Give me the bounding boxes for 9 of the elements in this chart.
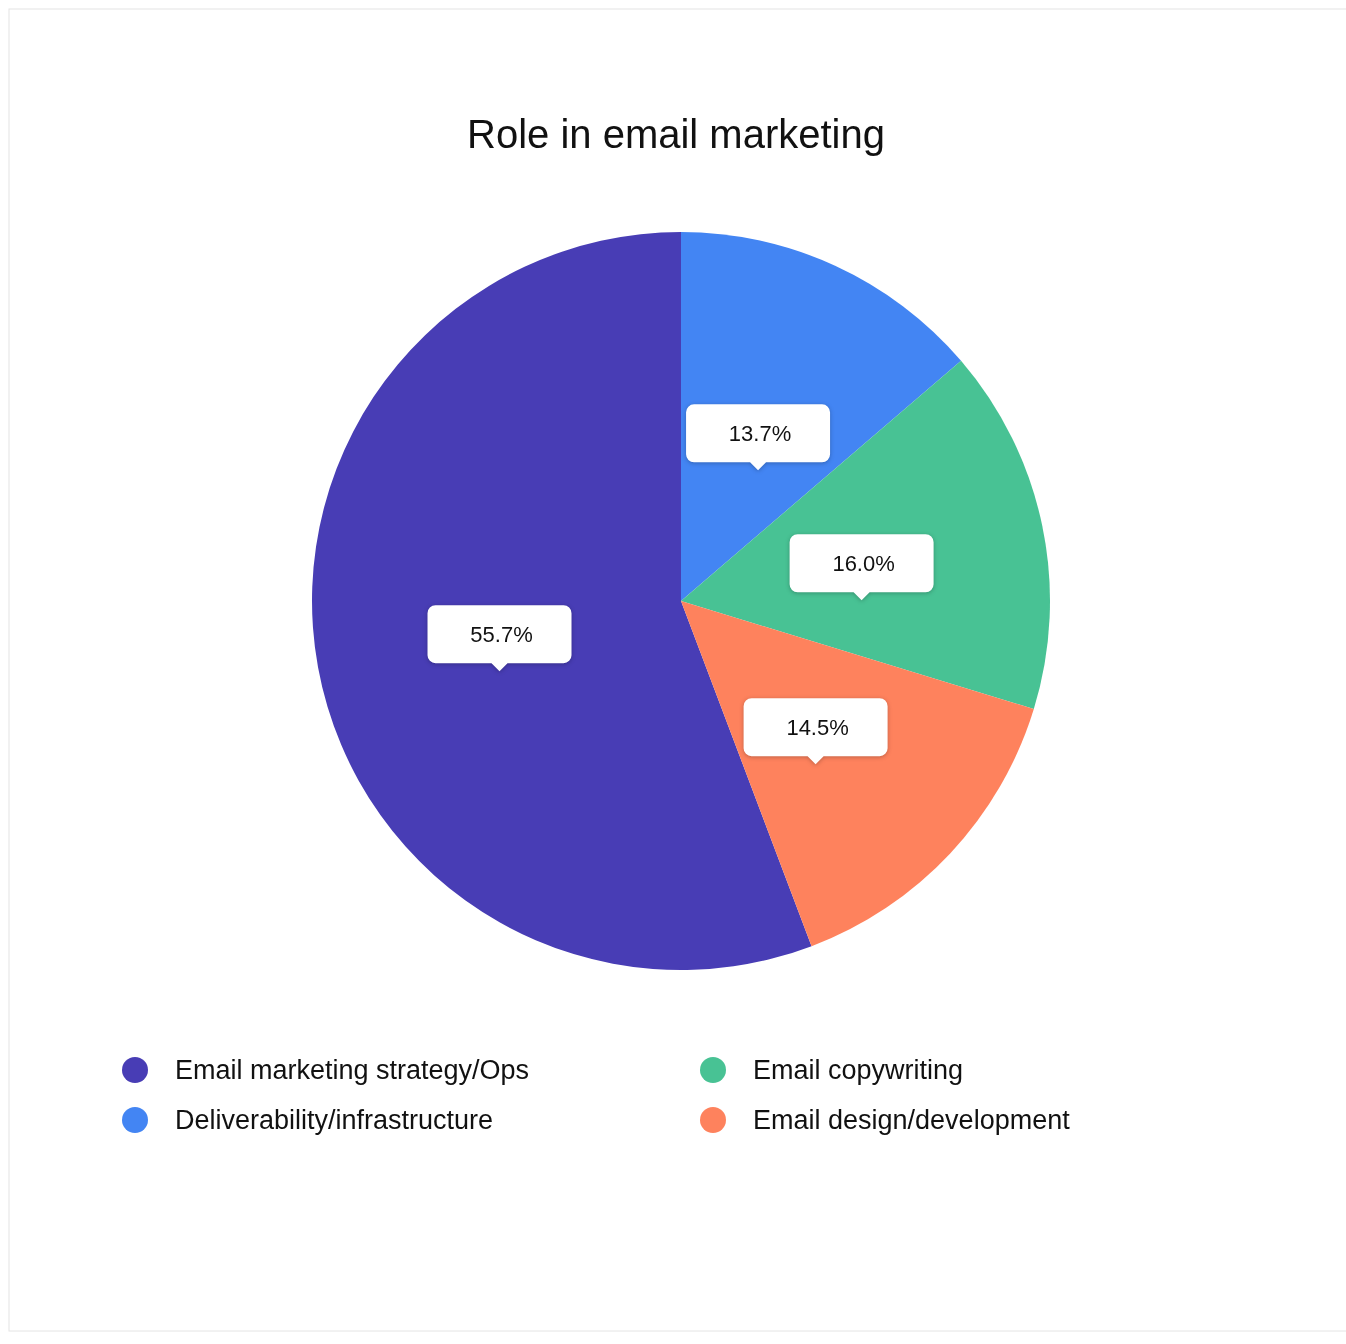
legend-label: Email copywriting	[753, 1055, 964, 1085]
data-label: 16.0%	[832, 551, 895, 577]
data-label: 14.5%	[786, 715, 849, 741]
data-label: 55.7%	[470, 622, 533, 648]
legend-label: Email design/development	[753, 1105, 1071, 1135]
data-label: 13.7%	[728, 421, 792, 447]
chart-title: Role in email marketing	[467, 112, 885, 156]
legend-label: Email marketing strategy/Ops	[175, 1055, 530, 1085]
legend-label: Deliverability/infrastructure	[175, 1105, 494, 1135]
